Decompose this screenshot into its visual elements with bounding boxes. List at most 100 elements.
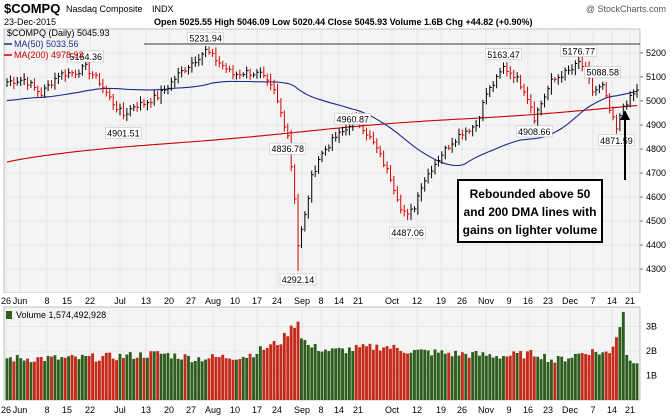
volume-bar (471, 352, 475, 400)
price-bar (396, 186, 400, 202)
x-tick-label: 21 (625, 296, 635, 306)
price-bar (615, 114, 619, 134)
volume-bar (625, 354, 629, 400)
price-bar (496, 74, 499, 89)
ma200-line (6, 104, 638, 163)
volume-axis: 1B 2B 3B (646, 322, 657, 381)
volume-bar (94, 361, 98, 400)
price-bar (187, 64, 191, 75)
price-bar (297, 193, 301, 271)
x-tick-label: 14 (607, 296, 617, 306)
volume-bar (241, 356, 245, 400)
price-axis: 4300 4400 4500 4600 4700 4800 4900 5000 5100 5200 (640, 48, 666, 274)
volume-bar (39, 357, 43, 400)
volume-bar (618, 327, 622, 400)
price-bar (40, 87, 44, 98)
volume-bar (419, 349, 423, 400)
price-label-box (269, 142, 307, 155)
x-tick-label: 15 (62, 296, 72, 306)
x-tick-label: Aug (205, 296, 221, 306)
volume-bar (334, 348, 338, 400)
volume-bar (101, 355, 105, 400)
x-tick-label: 23 (543, 405, 553, 415)
volume-tick-label: 2B (646, 346, 657, 356)
price-bar (437, 155, 441, 167)
price-bar (266, 73, 270, 86)
volume-bar (347, 347, 351, 400)
price-bar (51, 79, 54, 89)
volume-bar (491, 357, 495, 400)
price-bar (372, 131, 376, 145)
price-bar (550, 73, 554, 95)
price-tick-label: 4700 (646, 168, 666, 178)
volume-bar (584, 353, 588, 400)
volume-bar (402, 352, 406, 400)
price-bar (225, 63, 229, 74)
price-bar (489, 85, 492, 98)
volume-bar (234, 359, 238, 400)
price-label: 5176.77 (563, 47, 596, 57)
volume-bar (272, 340, 276, 400)
volume-bar (53, 355, 57, 400)
volume-bar (323, 349, 327, 400)
volume-bar (70, 354, 74, 400)
volume-bar (108, 352, 112, 400)
volume-bar (12, 361, 16, 400)
volume-bar (50, 356, 53, 400)
price-bar (27, 76, 30, 90)
price-bar (321, 150, 324, 163)
price-bar (338, 127, 342, 144)
x-tick-label: Jul (114, 405, 126, 415)
x-tick-label: 14 (334, 405, 344, 415)
price-bar (441, 151, 444, 164)
price-bar (598, 84, 602, 94)
price-bar (129, 104, 133, 117)
volume-bar (26, 358, 29, 400)
volume-bar (522, 358, 526, 400)
chart-date: 23-Dec-2015 (4, 17, 56, 27)
price-bar (591, 75, 595, 96)
price-bar (13, 77, 16, 90)
volume-bar (303, 339, 307, 400)
x-tick-label: 7 (590, 405, 595, 415)
price-bar (270, 73, 273, 91)
price-bar (133, 104, 136, 112)
price-bar (136, 101, 140, 112)
volume-bar (276, 345, 279, 400)
volume-bar (351, 351, 355, 400)
price-bar (184, 66, 188, 74)
price-bar (376, 138, 379, 154)
volume-bar (587, 354, 591, 400)
price-bar (249, 68, 253, 80)
price-bar (540, 100, 544, 116)
price-bar (146, 99, 150, 111)
volume-bar (152, 351, 156, 400)
x-tick-label: 8 (318, 405, 323, 415)
volume-bar (224, 358, 228, 400)
x-tick-label: Sep (294, 296, 310, 306)
volume-bar (67, 356, 71, 400)
price-bar (191, 57, 194, 73)
volume-bar (265, 347, 269, 400)
price-bar (492, 80, 496, 92)
price-bar (335, 131, 338, 142)
price-bar (300, 226, 304, 249)
x-tick-label: 7 (590, 296, 595, 306)
volume-bar (529, 349, 533, 400)
volume-bar (258, 346, 262, 400)
x-tick-label: Jun (13, 296, 28, 306)
price-bar (609, 93, 612, 114)
price-bar (472, 124, 475, 137)
x-tick-label: 20 (164, 296, 174, 306)
price-bar (259, 67, 263, 79)
price-bar (201, 51, 205, 66)
volume-bar (457, 355, 461, 400)
volume-bar (142, 357, 146, 400)
x-tick-label: Oct (385, 296, 400, 306)
price-bar (283, 110, 287, 132)
volume-bar (46, 355, 50, 400)
price-bar (479, 115, 482, 128)
volume-bar (262, 349, 266, 400)
volume-bar (245, 357, 249, 400)
price-bar (520, 74, 523, 90)
